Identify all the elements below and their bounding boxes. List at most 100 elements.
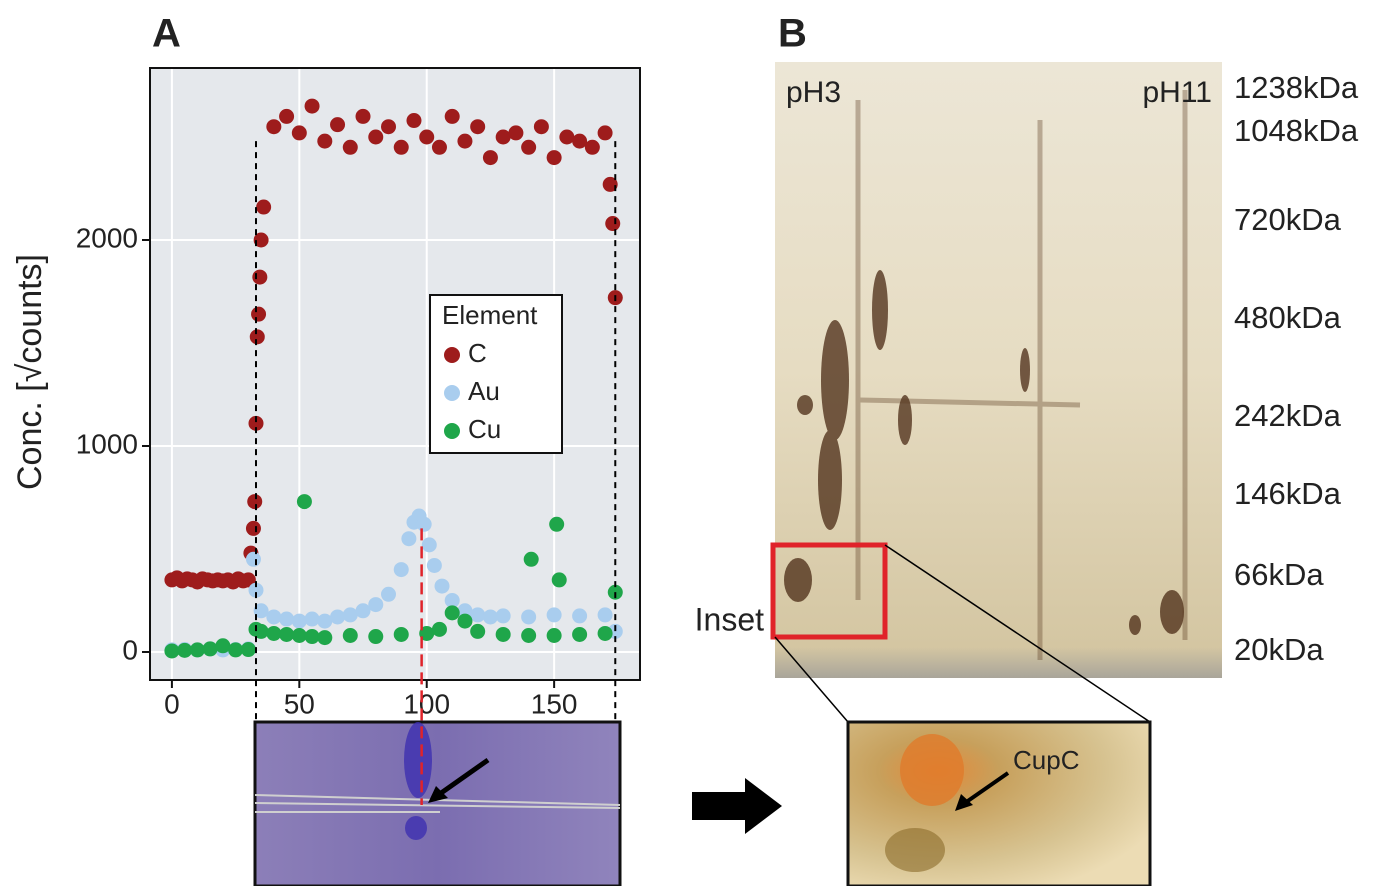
point <box>559 129 575 145</box>
point <box>381 119 397 135</box>
point <box>549 516 565 532</box>
arrow-head <box>428 786 448 803</box>
point <box>215 638 231 654</box>
point <box>406 113 422 129</box>
point <box>330 609 346 625</box>
point <box>228 642 244 658</box>
marker-label: 1238kDa <box>1234 70 1359 105</box>
point <box>426 557 442 573</box>
point <box>419 625 435 641</box>
point <box>444 605 460 621</box>
inset-spot <box>900 734 964 806</box>
point <box>419 129 435 145</box>
point <box>253 603 269 619</box>
point <box>521 609 537 625</box>
point <box>546 628 562 644</box>
point <box>597 607 613 623</box>
point <box>470 119 486 135</box>
point <box>551 572 567 588</box>
legend-title: Element <box>442 300 538 330</box>
point <box>533 119 549 135</box>
point <box>368 129 384 145</box>
y-tick-label: 1000 <box>76 428 138 459</box>
inset-annotation: CupC <box>1013 745 1079 775</box>
point <box>249 329 265 345</box>
point <box>444 108 460 124</box>
legend-swatch <box>444 423 460 439</box>
gel-label: pH11 <box>1143 76 1213 109</box>
point <box>546 150 562 166</box>
arrow <box>960 771 1010 807</box>
point <box>317 630 333 646</box>
point <box>248 415 264 431</box>
gel-streaks <box>855 90 1188 660</box>
legend-label: Au <box>468 376 500 406</box>
point <box>266 609 282 625</box>
point <box>202 641 218 657</box>
arrow <box>692 778 782 834</box>
point <box>597 125 613 141</box>
point <box>401 531 417 547</box>
point <box>279 611 295 627</box>
panel-label: A <box>152 12 181 56</box>
point <box>431 621 447 637</box>
point <box>393 562 409 578</box>
point <box>342 139 358 155</box>
point <box>470 623 486 639</box>
inset-box <box>770 542 888 640</box>
marker-label: 66kDa <box>1234 557 1324 592</box>
point <box>266 119 282 135</box>
point <box>572 133 588 149</box>
point <box>291 125 307 141</box>
point <box>431 139 447 155</box>
point <box>421 537 437 553</box>
point <box>521 139 537 155</box>
point <box>245 551 261 567</box>
connector <box>884 544 1151 723</box>
point <box>342 607 358 623</box>
point <box>393 139 409 155</box>
x-tick-label: 150 <box>531 688 578 719</box>
point <box>342 628 358 644</box>
point <box>444 592 460 608</box>
x-tick-label: 100 <box>403 688 450 719</box>
point <box>253 232 269 248</box>
point <box>495 129 511 145</box>
x-tick-label: 50 <box>284 688 315 719</box>
point <box>266 625 282 641</box>
point <box>304 629 320 645</box>
marker-label: 720kDa <box>1234 202 1342 237</box>
marker-label: 1048kDa <box>1234 113 1359 148</box>
point <box>597 625 613 641</box>
y-tick-label: 0 <box>122 634 138 665</box>
point <box>251 306 267 322</box>
point <box>252 269 268 285</box>
point <box>304 611 320 627</box>
stain <box>405 816 427 840</box>
point <box>177 642 193 658</box>
point <box>355 108 371 124</box>
inset-spot <box>885 828 945 872</box>
point <box>330 117 346 133</box>
arrow-head <box>955 794 973 811</box>
arrow <box>432 757 490 801</box>
point <box>584 139 600 155</box>
point <box>279 108 295 124</box>
panel-label: B <box>778 12 807 56</box>
point <box>291 628 307 644</box>
point <box>605 216 621 232</box>
point <box>457 603 473 619</box>
point <box>368 629 384 645</box>
legend-swatch <box>444 347 460 363</box>
gel-label: pH3 <box>786 76 841 109</box>
point <box>457 613 473 629</box>
point <box>296 494 312 510</box>
point <box>508 125 524 141</box>
markers: 1238kDa 1048kDa 720kDa 480kDa 242kDa 146kDa 66… <box>1234 70 1359 667</box>
point <box>495 626 511 642</box>
point <box>240 572 256 588</box>
point <box>240 642 256 658</box>
point <box>572 608 588 624</box>
point <box>253 623 269 639</box>
plot <box>150 68 640 680</box>
